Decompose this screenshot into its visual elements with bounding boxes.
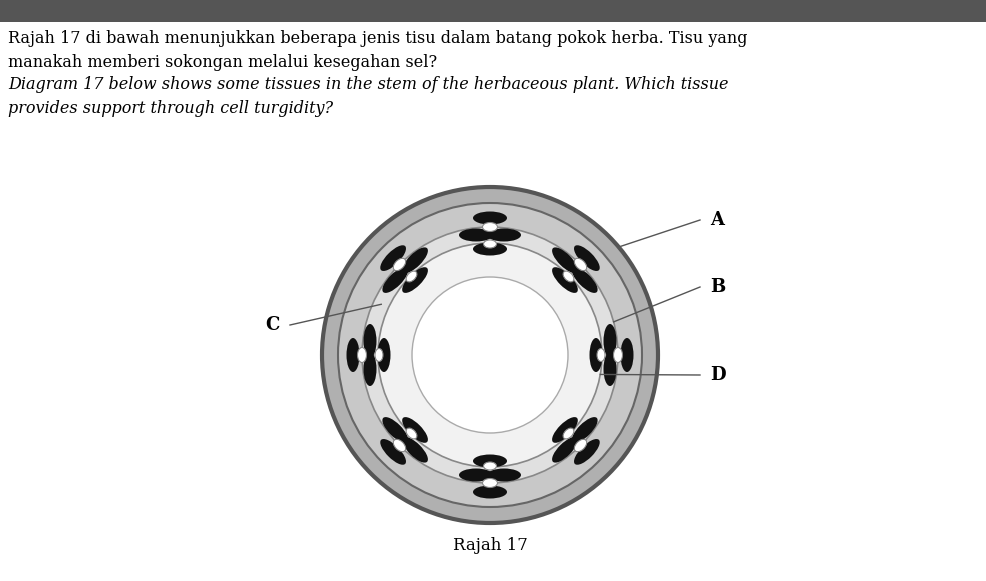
Ellipse shape (552, 267, 578, 293)
Ellipse shape (406, 428, 417, 439)
Circle shape (362, 227, 618, 483)
Ellipse shape (459, 228, 493, 242)
Ellipse shape (364, 352, 377, 386)
Text: B: B (710, 278, 726, 296)
Ellipse shape (487, 228, 521, 242)
Ellipse shape (597, 349, 605, 361)
Circle shape (378, 243, 602, 467)
Bar (0, 0, 986, 22)
Ellipse shape (613, 347, 622, 363)
Ellipse shape (393, 259, 405, 271)
Ellipse shape (402, 267, 428, 293)
Ellipse shape (603, 324, 616, 358)
Ellipse shape (482, 479, 498, 487)
Ellipse shape (406, 271, 417, 282)
Ellipse shape (459, 468, 493, 482)
Circle shape (338, 203, 642, 507)
Ellipse shape (482, 223, 498, 231)
Ellipse shape (572, 267, 598, 293)
Circle shape (412, 277, 568, 433)
Ellipse shape (620, 338, 633, 372)
Circle shape (322, 187, 658, 523)
Ellipse shape (487, 468, 521, 482)
Ellipse shape (364, 324, 377, 358)
Ellipse shape (402, 248, 428, 273)
Ellipse shape (574, 439, 587, 451)
Ellipse shape (483, 462, 497, 470)
Ellipse shape (381, 439, 406, 465)
Text: Diagram 17 below shows some tissues in the stem of the herbaceous plant. Which t: Diagram 17 below shows some tissues in t… (8, 76, 729, 93)
Ellipse shape (574, 259, 587, 271)
Ellipse shape (483, 240, 497, 248)
Text: A: A (710, 211, 724, 229)
Ellipse shape (563, 428, 574, 439)
Ellipse shape (393, 439, 405, 451)
Ellipse shape (603, 352, 616, 386)
Ellipse shape (381, 245, 406, 271)
Ellipse shape (358, 347, 367, 363)
Ellipse shape (473, 454, 507, 468)
Text: C: C (265, 316, 280, 334)
Text: manakah memberi sokongan melalui kesegahan sel?: manakah memberi sokongan melalui kesegah… (8, 54, 437, 71)
Ellipse shape (402, 417, 428, 443)
Ellipse shape (473, 242, 507, 256)
Ellipse shape (574, 439, 599, 465)
Ellipse shape (473, 486, 507, 498)
Ellipse shape (572, 417, 598, 443)
Ellipse shape (574, 245, 599, 271)
Text: provides support through cell turgidity?: provides support through cell turgidity? (8, 100, 333, 117)
Ellipse shape (563, 271, 574, 282)
Text: Rajah 17 di bawah menunjukkan beberapa jenis tisu dalam batang pokok herba. Tisu: Rajah 17 di bawah menunjukkan beberapa j… (8, 30, 747, 47)
Ellipse shape (402, 437, 428, 462)
Text: Rajah 17: Rajah 17 (453, 536, 528, 554)
Ellipse shape (383, 267, 408, 293)
Ellipse shape (552, 437, 578, 462)
Text: D: D (710, 366, 726, 384)
Ellipse shape (346, 338, 360, 372)
Ellipse shape (552, 248, 578, 273)
Ellipse shape (590, 338, 602, 372)
Ellipse shape (473, 211, 507, 224)
Ellipse shape (378, 338, 390, 372)
Ellipse shape (552, 417, 578, 443)
Ellipse shape (383, 417, 408, 443)
Ellipse shape (375, 349, 383, 361)
